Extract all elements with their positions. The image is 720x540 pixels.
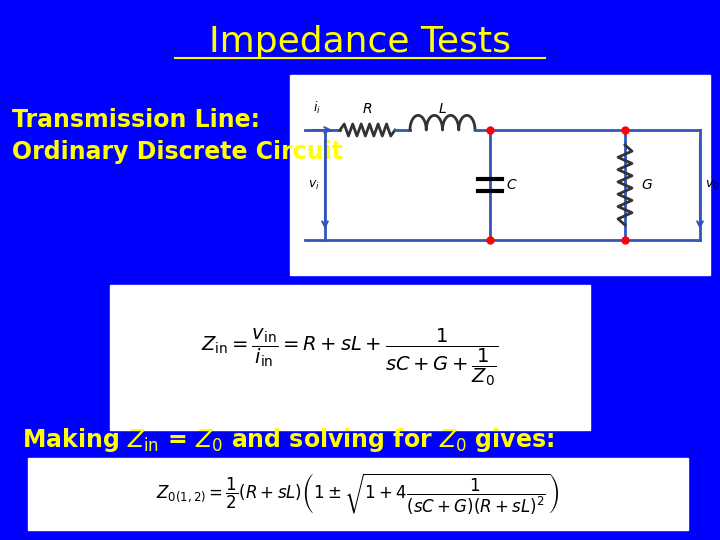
Text: Making $Z_{\mathrm{in}}$ = $Z_0$ and solving for $Z_0$ gives:: Making $Z_{\mathrm{in}}$ = $Z_0$ and sol… [22, 426, 554, 454]
Text: $i_i$: $i_i$ [313, 100, 321, 116]
Bar [110, 285, 590, 430]
Bar [28, 458, 688, 530]
Text: Ordinary Discrete Circuit: Ordinary Discrete Circuit [12, 140, 343, 164]
Text: $v_i$: $v_i$ [308, 178, 320, 192]
Text: $C$: $C$ [506, 178, 518, 192]
Bar [290, 75, 710, 275]
Text: $Z_{\mathrm{in}} = \dfrac{v_{\mathrm{in}}}{i_{\mathrm{in}}} = R + sL + \dfrac{1}: $Z_{\mathrm{in}} = \dfrac{v_{\mathrm{in}… [201, 327, 499, 388]
Text: Transmission Line:: Transmission Line: [12, 108, 260, 132]
Text: $L$: $L$ [438, 102, 447, 116]
Text: $G$: $G$ [641, 178, 653, 192]
Text: $Z_{0(1,2)} = \dfrac{1}{2}(R + sL)\left(1 \pm \sqrt{1 + 4\dfrac{1}{(sC+G)(R+sL)^: $Z_{0(1,2)} = \dfrac{1}{2}(R + sL)\left(… [156, 471, 559, 517]
Text: $v_0$: $v_0$ [705, 178, 719, 192]
Text: $R$: $R$ [362, 102, 373, 116]
Text: Impedance Tests: Impedance Tests [209, 25, 511, 59]
